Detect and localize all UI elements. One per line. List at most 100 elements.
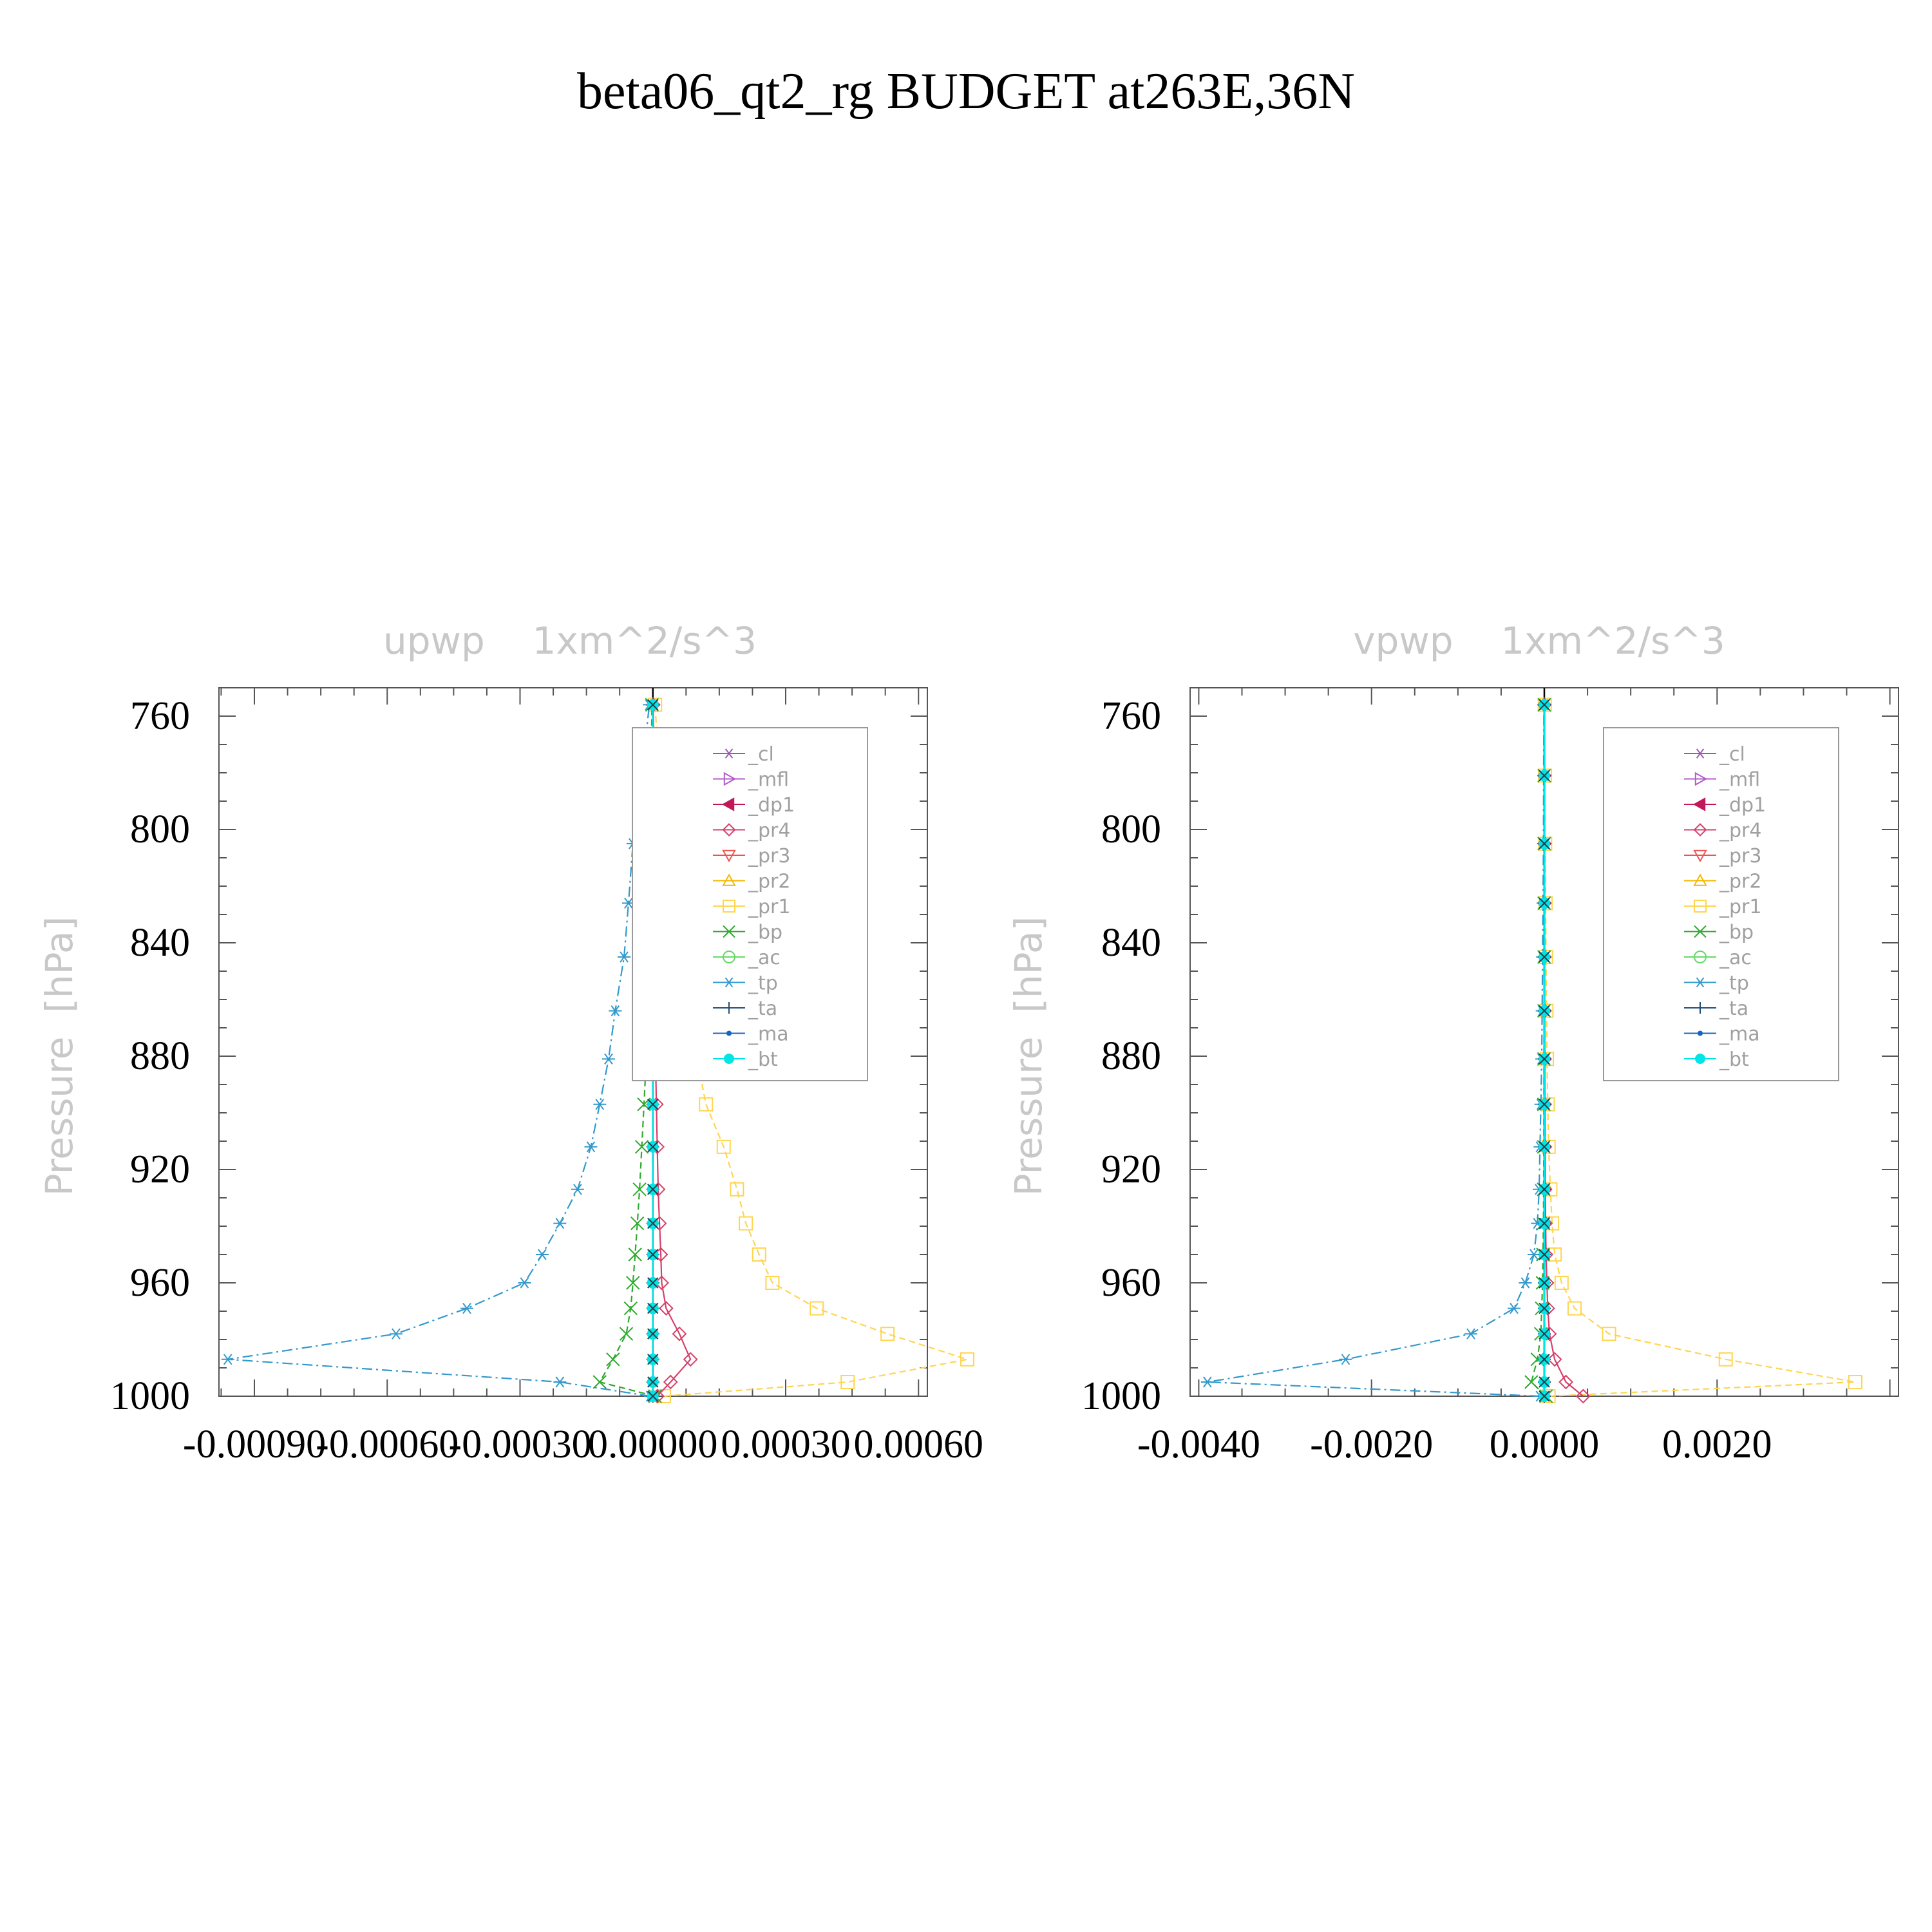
point-tp [602,1053,615,1065]
point-tp [553,1218,567,1229]
legend-box [1603,727,1839,1081]
legend-marker [1692,797,1706,811]
y-tick-label: 1000 [110,1374,190,1418]
point-center [1539,1249,1550,1260]
point-pr4 [683,1352,698,1367]
legend-marker [722,873,736,886]
y-tick-label: 880 [130,1034,190,1078]
point-pr4 [658,1301,674,1316]
point-center [647,1390,659,1402]
x-tick-label: 0.00060 [854,1423,984,1466]
point-tp [518,1277,531,1289]
x-tick-label: -0.0020 [1310,1423,1433,1466]
legend-label: _ac [748,947,781,969]
x-tick-label: 0.00000 [588,1423,718,1466]
y-tick-label: 960 [130,1261,190,1305]
legend-marker [1694,1002,1706,1014]
legend-marker [724,1054,734,1064]
legend-marker [722,849,736,863]
y-tick-label: 1000 [1081,1374,1161,1418]
point-pr1 [810,1301,824,1316]
legend-label: _pr3 [1719,845,1761,867]
point-pr1 [1848,1375,1862,1389]
point-pr1 [739,1216,753,1231]
point-tp [460,1303,473,1314]
legend-label: _pr2 [748,871,790,893]
legend-marker [1694,748,1706,759]
point-center [1539,1390,1550,1402]
point-center [647,1217,659,1229]
legend-marker [721,797,735,811]
x-tick-label: 0.0020 [1662,1423,1772,1466]
point-tp [571,1184,584,1195]
point-pr1 [1554,1276,1569,1290]
point-pr1 [699,1097,714,1112]
series-line-bp [598,705,656,1397]
y-tick-label: 800 [1101,808,1161,851]
point-center [647,1277,659,1289]
legend-marker [726,1030,732,1036]
legend-marker [1695,1054,1705,1064]
point-pr4 [672,1326,687,1341]
point-center [647,1302,659,1314]
point-bp [592,1375,607,1389]
point-center [1539,1184,1550,1195]
legend-marker [1694,951,1707,963]
point-tp [1519,1277,1532,1289]
legend-marker [1694,900,1707,913]
y-tick-label: 920 [130,1148,190,1191]
x-tick-label: -0.0040 [1137,1423,1260,1466]
y-tick-label: 800 [130,808,190,851]
point-tp [390,1328,402,1340]
point-center [647,1141,659,1153]
y-tick-label: 880 [1101,1034,1161,1078]
point-center [1539,1099,1550,1110]
point-tp [1508,1303,1521,1314]
point-tp [1464,1328,1477,1340]
legend-marker [1697,1030,1703,1036]
point-pr1 [716,1139,731,1154]
legend-label: _pr3 [748,845,790,867]
x-tick-label: 0.0000 [1490,1423,1600,1466]
plot-area-vpwp: 760 800 840 880 920 960 1000 -0.0040 -0.0020 0.00… [1081,687,1899,1466]
x-tick-label: -0.00030 [448,1423,591,1466]
panel-vpwp-title: vpwp 1xm^2/s^3 [1353,619,1725,663]
point-pr1 [960,1352,974,1367]
point-center [647,1354,659,1365]
legend-label: _bt [1719,1048,1749,1071]
legend-marker [723,772,737,786]
y-tick-label: 840 [1101,921,1161,965]
point-center [647,1184,659,1195]
legend-label: _ac [1719,947,1752,969]
legend-label: _dp1 [748,794,795,817]
point-center [647,1328,659,1340]
point-bp [626,1276,640,1290]
legend-label: _pr4 [1719,820,1761,842]
y-tick-label: 920 [1101,1148,1161,1191]
point-tp [618,951,631,963]
point-pr4 [1558,1374,1573,1390]
panel-vpwp-ylabel: Pressure [hPa] [1007,916,1050,1196]
legend-label: _ma [1719,1023,1760,1046]
y-tick-label: 760 [130,694,190,738]
x-tick-label: 0.00030 [721,1423,851,1466]
point-bp [606,1352,620,1367]
point-bp [630,1216,645,1231]
x-tick-label: -0.00090 [183,1423,326,1466]
legend-label: _pr2 [1719,871,1761,893]
figure-title: beta06_qt2_rg BUDGET at263E,36N [577,63,1355,120]
panel-upwp-ylabel: Pressure [hPa] [37,916,81,1196]
point-pr4 [1547,1352,1562,1367]
point-center [1539,1005,1550,1017]
point-bp [619,1327,634,1341]
legend-label: _bp [748,922,782,944]
legend-label: _pr1 [748,896,790,918]
point-center [1539,951,1550,963]
legend-box [632,727,868,1081]
legend-marker [722,823,736,837]
point-center [1539,838,1550,849]
legend-label: _mfl [748,769,789,791]
point-bp [628,1247,642,1262]
point-tp [221,1354,234,1365]
